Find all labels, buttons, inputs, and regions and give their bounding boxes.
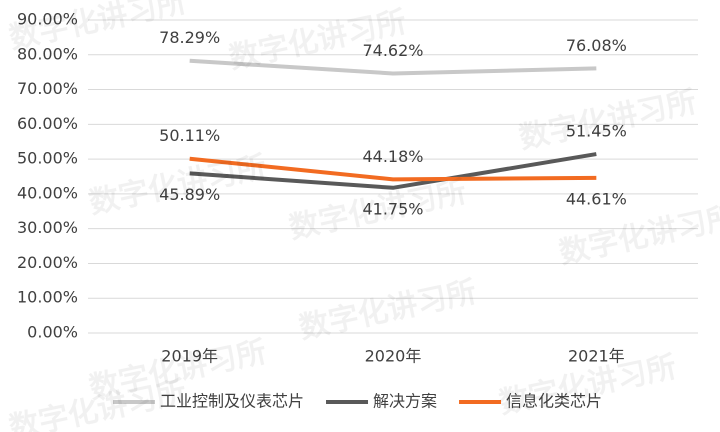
legend-label: 工业控制及仪表芯片	[160, 392, 304, 411]
data-label: 45.89%	[159, 185, 220, 204]
y-tick-label: 70.00%	[17, 79, 78, 98]
y-tick-label: 90.00%	[17, 10, 78, 29]
data-label: 44.18%	[362, 147, 423, 166]
y-tick-label: 80.00%	[17, 44, 78, 63]
data-label: 76.08%	[566, 36, 627, 55]
y-tick-label: 30.00%	[17, 218, 78, 237]
watermark: 数字化讲习所	[516, 84, 699, 156]
series-line	[189, 58, 597, 76]
data-label: 50.11%	[159, 126, 220, 145]
data-label: 74.62%	[362, 41, 423, 60]
y-tick-label: 40.00%	[17, 183, 78, 202]
series-line	[189, 156, 597, 182]
watermark: 数字化讲习所	[556, 199, 720, 271]
data-label: 44.61%	[566, 189, 627, 208]
series-line	[189, 152, 597, 190]
y-tick-label: 60.00%	[17, 114, 78, 133]
x-tick-label: 2019年	[161, 347, 218, 366]
legend-label: 解决方案	[373, 392, 437, 411]
x-tick-label: 2021年	[568, 347, 625, 366]
data-label: 51.45%	[566, 122, 627, 141]
watermark: 数字化讲习所	[296, 274, 479, 346]
y-tick-label: 20.00%	[17, 253, 78, 272]
data-label: 78.29%	[159, 28, 220, 47]
watermark: 数字化讲习所	[226, 4, 409, 76]
y-tick-label: 50.00%	[17, 149, 78, 168]
x-tick-label: 2020年	[365, 347, 422, 366]
y-tick-label: 0.00%	[27, 323, 78, 342]
data-label: 41.75%	[362, 199, 423, 218]
legend-label: 信息化类芯片	[506, 392, 602, 411]
watermark: 数字化讲习所	[86, 149, 269, 221]
y-tick-label: 10.00%	[17, 288, 78, 307]
